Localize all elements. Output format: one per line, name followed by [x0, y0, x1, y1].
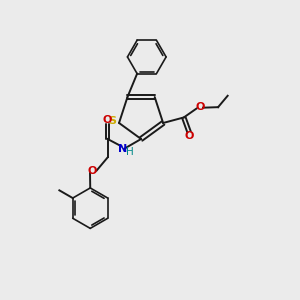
Text: N: N [118, 144, 128, 154]
Text: O: O [87, 166, 97, 176]
Text: O: O [184, 131, 194, 141]
Text: O: O [196, 102, 205, 112]
Text: O: O [102, 115, 112, 125]
Text: S: S [109, 116, 116, 127]
Text: H: H [126, 147, 134, 157]
